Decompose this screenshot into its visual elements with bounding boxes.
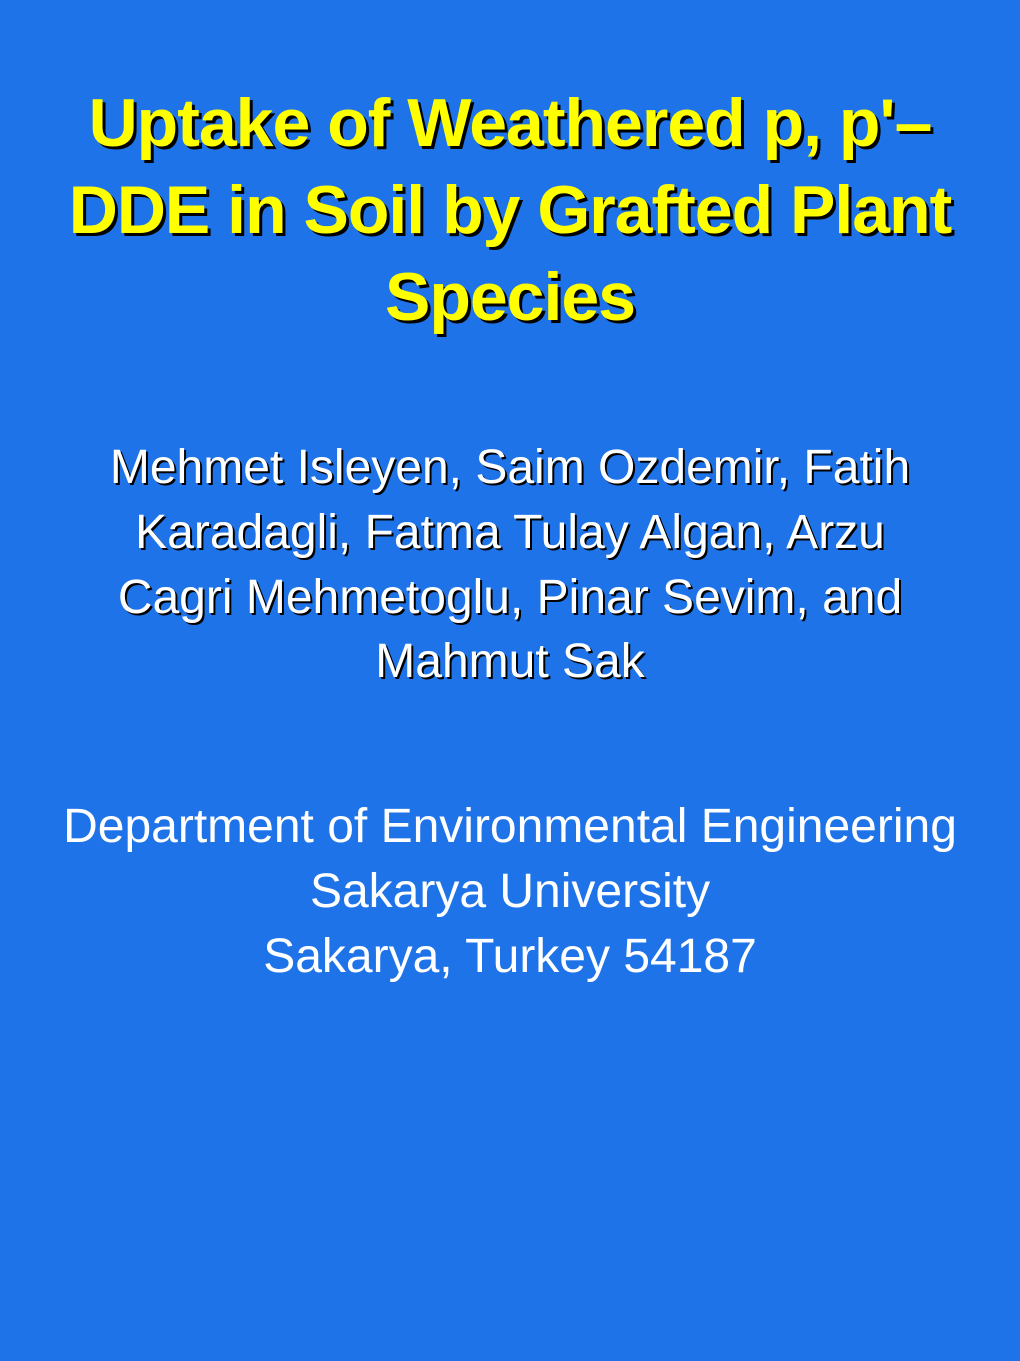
slide-authors: Mehmet Isleyen, Saim Ozdemir, Fatih Kara… xyxy=(60,436,960,695)
department-line: Department of Environmental Engineering xyxy=(63,795,957,860)
slide-affiliation: Department of Environmental Engineering … xyxy=(63,795,957,989)
slide-title: Uptake of Weathered p, p'–DDE in Soil by… xyxy=(60,80,960,341)
location-line: Sakarya, Turkey 54187 xyxy=(63,925,957,990)
university-line: Sakarya University xyxy=(63,860,957,925)
